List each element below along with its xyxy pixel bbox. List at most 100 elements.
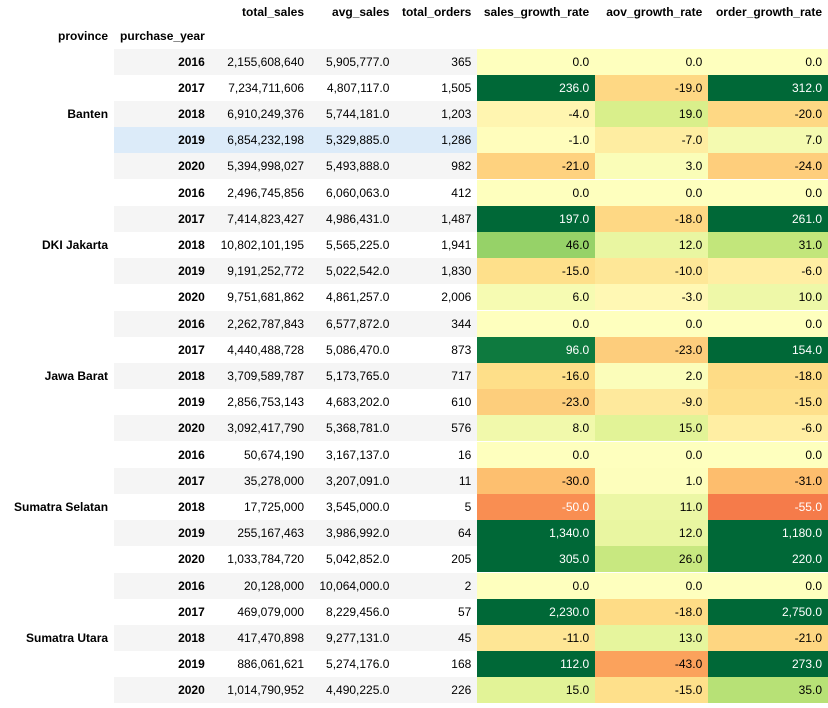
order-growth-rate-cell: 35.0 (708, 677, 828, 703)
table-row[interactable]: 2020 3,092,417,790 5,368,781.0 576 8.0 15.0 -6… (8, 415, 828, 442)
table-row[interactable]: 2020 1,033,784,720 5,042,852.0 205 305.0 26.0… (8, 546, 828, 573)
table-row[interactable]: 2019 886,061,621 5,274,176.0 168 112.0 -43.0 2… (8, 651, 828, 677)
aov-growth-rate-cell: 3.0 (595, 153, 709, 180)
total-sales-cell: 3,709,589,787 (210, 363, 311, 389)
sales-growth-rate-cell: 0.0 (477, 441, 596, 468)
total-sales-cell: 1,014,790,952 (210, 677, 311, 703)
total-sales-cell: 17,725,000 (243, 500, 305, 514)
header-aov-growth-rate: aov_growth_rate (606, 5, 703, 19)
table-row[interactable]: 2019 2,856,753,143 4,683,202.0 610 -23.0 -9.0… (8, 389, 828, 415)
sales-growth-rate-cell: 0.0 (477, 179, 596, 206)
province-label: Jawa Barat (8, 310, 115, 442)
table-row[interactable]: Banten 2016 2,155,608,640 5,905,777.0 365 0.0… (8, 48, 828, 180)
table-row[interactable]: 2019 9,191,252,772 5,022,542.0 1,830 -15.0 -1… (8, 258, 828, 284)
purchase-year-label: 2018 (178, 500, 205, 514)
table-row[interactable]: 2018 417,470,898 9,277,131.0 45 -11.0 13.0 -21… (8, 625, 828, 651)
aov-growth-rate-cell: 0.0 (595, 310, 709, 337)
table-row[interactable]: 2019 6,854,232,198 5,329,885.0 1,286 -1.0 -7.… (8, 127, 828, 153)
order-growth-rate-cell: 0.0 (708, 572, 828, 599)
purchase-year-label: 2016 (114, 572, 211, 599)
total-sales-cell: 5,394,998,027 (210, 153, 311, 180)
table-row[interactable]: 2018 6,910,249,376 5,744,181.0 1,203 -4.0 19.… (8, 101, 828, 127)
order-growth-rate-cell: -31.0 (708, 468, 828, 494)
sales-growth-rate-cell: 197.0 (477, 206, 596, 232)
aov-growth-rate-cell: 13.0 (595, 625, 709, 651)
table-row[interactable]: 2020 1,014,790,952 4,490,225.0 226 15.0 -15.0… (8, 677, 828, 703)
header-avg-sales: avg_sales (332, 5, 390, 19)
purchase-year-label: 2017 (114, 206, 211, 232)
purchase-year-label: 2019 (178, 657, 205, 671)
avg-sales-cell: 8,229,456.0 (326, 605, 390, 619)
avg-sales-cell: 4,807,117.0 (326, 81, 390, 95)
table-row[interactable]: 2018 17,725,000 3,545,000.0 5 -50.0 11.0 -55.0 (8, 494, 828, 520)
blank-header-cell (114, 0, 211, 24)
total-sales-cell: 2,856,753,143 (227, 395, 305, 409)
total-orders-cell: 982 (395, 153, 478, 180)
table-row[interactable]: 2018 10,802,101,195 5,565,225.0 1,941 46.0 12… (8, 232, 828, 258)
table-row[interactable]: Sumatra Selatan 2016 50,674,190 3,167,137.0… (8, 441, 828, 573)
table-row[interactable]: Jawa Barat 2016 2,262,787,843 6,577,872.0 34… (8, 310, 828, 442)
order-growth-rate-cell: -24.0 (708, 153, 828, 180)
purchase-year-label: 2020 (114, 415, 211, 442)
order-growth-rate-cell: -20.0 (708, 101, 828, 127)
aov-growth-rate-cell: -9.0 (595, 389, 709, 415)
table-row[interactable]: 2020 9,751,681,862 4,861,257.0 2,006 6.0 -3.0… (8, 284, 828, 311)
total-orders-cell: 717 (395, 363, 478, 389)
total-orders-cell: 365 (395, 48, 478, 75)
purchase-year-label: 2016 (114, 179, 211, 206)
purchase-year-label: 2019 (114, 520, 211, 546)
sales-growth-rate-cell: 112.0 (477, 651, 596, 677)
total-sales-cell: 9,191,252,772 (210, 258, 311, 284)
purchase-year-label: 2016 (114, 441, 211, 468)
total-orders-cell: 205 (451, 552, 472, 566)
total-sales-cell: 4,440,488,728 (227, 343, 305, 357)
order-growth-rate-cell: 154.0 (708, 337, 828, 363)
total-sales-cell: 7,414,823,427 (210, 206, 311, 232)
purchase-year-label: 2020 (114, 153, 211, 180)
purchase-year-label: 2018 (114, 625, 211, 651)
province-label: Sumatra Selatan (8, 441, 115, 573)
order-growth-rate-cell: -15.0 (708, 389, 828, 415)
total-sales-cell: 50,674,190 (210, 441, 311, 468)
purchase-year-label: 2016 (114, 310, 211, 337)
blank-header-cell (8, 0, 114, 24)
order-growth-rate-cell: 0.0 (708, 48, 828, 75)
table-row[interactable]: 2019 255,167,463 3,986,992.0 64 1,340.0 12.0 1… (8, 520, 828, 546)
total-orders-cell: 5 (464, 500, 472, 514)
avg-sales-cell: 4,490,225.0 (310, 677, 396, 703)
sales-growth-rate-cell: -4.0 (477, 101, 596, 127)
sales-growth-rate-cell: -23.0 (477, 389, 596, 415)
order-growth-rate-cell: 273.0 (708, 651, 828, 677)
table-row[interactable]: 2017 7,234,711,606 4,807,117.0 1,505 236.0 -1… (8, 75, 828, 101)
aov-growth-rate-cell: -43.0 (595, 651, 709, 677)
avg-sales-cell: 5,493,888.0 (310, 153, 396, 180)
total-sales-cell: 1,033,784,720 (227, 552, 305, 566)
avg-sales-cell: 10,064,000.0 (310, 572, 396, 599)
avg-sales-cell: 6,577,872.0 (310, 310, 396, 337)
avg-sales-cell: 5,565,225.0 (326, 238, 390, 252)
styled-dataframe-table: total_sales avg_sales total_orders sales… (8, 0, 828, 703)
table-row[interactable]: 2017 4,440,488,728 5,086,470.0 873 96.0 -23.0… (8, 337, 828, 363)
total-orders-cell: 57 (457, 605, 472, 619)
total-orders-cell: 64 (395, 520, 478, 546)
table-row[interactable]: 2017 7,414,823,427 4,986,431.0 1,487 197.0 -1… (8, 206, 828, 232)
table-row[interactable]: 2017 35,278,000 3,207,091.0 11 -30.0 1.0 -31.0 (8, 468, 828, 494)
column-header-row: total_sales avg_sales total_orders sales… (8, 0, 828, 24)
total-orders-cell: 1,286 (395, 127, 478, 153)
header-purchase-year: purchase_year (120, 29, 205, 43)
aov-growth-rate-cell: -23.0 (595, 337, 709, 363)
purchase-year-label: 2019 (114, 127, 211, 153)
total-orders-cell: 16 (395, 441, 478, 468)
avg-sales-cell: 5,274,176.0 (326, 657, 390, 671)
total-orders-cell: 412 (395, 179, 478, 206)
purchase-year-label: 2017 (178, 343, 205, 357)
table-row[interactable]: DKI Jakarta 2016 2,496,745,856 6,060,063.0 4… (8, 179, 828, 311)
aov-growth-rate-cell: -18.0 (595, 599, 709, 625)
total-orders-cell: 1,487 (395, 206, 478, 232)
table-row[interactable]: 2020 5,394,998,027 5,493,888.0 982 -21.0 3.0-… (8, 153, 828, 180)
province-label: Banten (8, 48, 115, 180)
table-row[interactable]: 2017 469,079,000 8,229,456.0 57 2,230.0 -18.0… (8, 599, 828, 625)
table-row[interactable]: 2018 3,709,589,787 5,173,765.0 717 -16.0 2.0-… (8, 363, 828, 389)
aov-growth-rate-cell: 0.0 (595, 48, 709, 75)
table-row[interactable]: Sumatra Utara 2016 20,128,000 10,064,000.0 2… (8, 572, 828, 703)
